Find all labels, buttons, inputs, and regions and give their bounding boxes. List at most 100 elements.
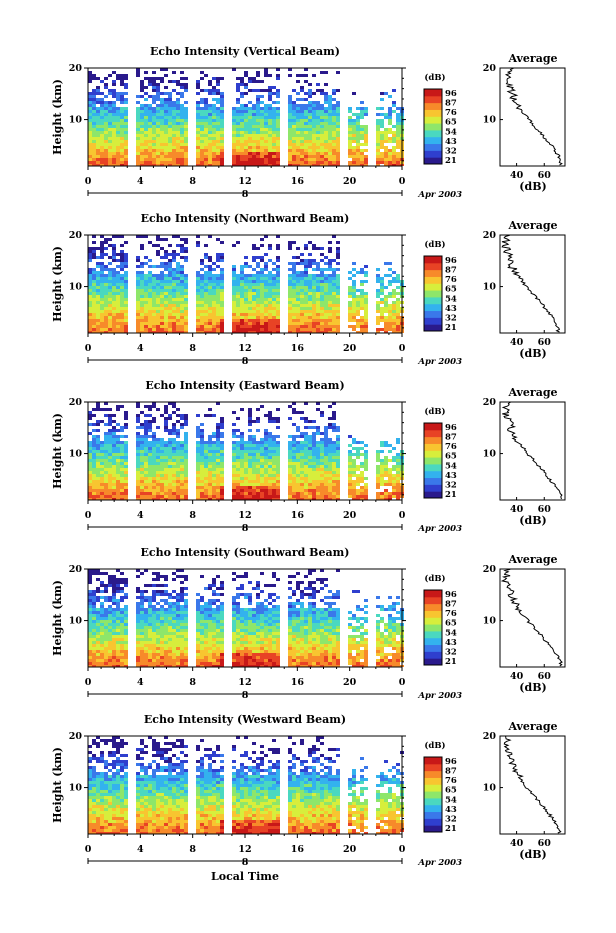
heatmap-cell <box>108 125 112 128</box>
heatmap-cell <box>104 122 108 125</box>
heatmap-cell <box>216 89 220 92</box>
heatmap-cell <box>384 483 388 486</box>
heatmap-cell <box>116 319 120 322</box>
heatmap-cell <box>276 277 280 280</box>
heatmap-cell <box>96 307 100 310</box>
heatmap-cell <box>252 155 256 158</box>
heatmap-cell <box>364 271 368 274</box>
heatmap-cell <box>312 161 316 164</box>
heatmap-cell <box>336 295 340 298</box>
heatmap-cell <box>164 459 168 462</box>
heatmap-cell <box>332 456 336 459</box>
heatmap-cell <box>244 310 248 313</box>
heatmap-cell <box>220 110 224 113</box>
heatmap-cell <box>388 161 392 164</box>
heatmap-cell <box>320 71 324 74</box>
heatmap-cell <box>120 283 124 286</box>
heatmap-cell <box>208 265 212 268</box>
heatmap-cell <box>244 453 248 456</box>
heatmap-cell <box>324 137 328 140</box>
heatmap-cell <box>120 307 124 310</box>
heatmap-cell <box>88 459 92 462</box>
heatmap-cell <box>96 146 100 149</box>
heatmap-cell <box>308 122 312 125</box>
heatmap-cell <box>292 116 296 119</box>
heatmap-cell <box>172 116 176 119</box>
heatmap-cell <box>264 155 268 158</box>
heatmap-cell <box>240 432 244 435</box>
heatmap-cell <box>328 444 332 447</box>
heatmap-cell <box>348 319 352 322</box>
heatmap-cell <box>352 459 356 462</box>
heatmap-cell <box>168 146 172 149</box>
heatmap-cell <box>396 462 400 465</box>
heatmap-cell <box>96 322 100 325</box>
heatmap-cell <box>352 289 356 292</box>
heatmap-cell <box>200 486 204 489</box>
heatmap-cell <box>352 274 356 277</box>
heatmap-cell <box>168 292 172 295</box>
heatmap-cell <box>216 280 220 283</box>
heatmap-cell <box>120 328 124 331</box>
heatmap-cell <box>116 161 120 164</box>
heatmap-cell <box>300 277 304 280</box>
heatmap-cell <box>360 152 364 155</box>
heatmap-cell <box>156 468 160 471</box>
heatmap-cell <box>232 292 236 295</box>
heatmap-cell <box>172 101 176 104</box>
heatmap-cell <box>212 283 216 286</box>
heatmap-cell <box>160 122 164 125</box>
heatmap-cell <box>376 128 380 131</box>
heatmap-cell <box>252 259 256 262</box>
heatmap-cell <box>164 411 168 414</box>
heatmap-cell <box>336 110 340 113</box>
heatmap-cell <box>88 274 92 277</box>
heatmap-cell <box>304 438 308 441</box>
heatmap-cell <box>196 119 200 122</box>
heatmap-cell <box>288 453 292 456</box>
heatmap-cell <box>148 477 152 480</box>
heatmap-cell <box>320 158 324 161</box>
heatmap-cell <box>184 438 188 441</box>
heatmap-cell <box>200 432 204 435</box>
heatmap-cell <box>260 256 264 259</box>
heatmap-cell <box>360 453 364 456</box>
heatmap-cell <box>364 486 368 489</box>
heatmap-cell <box>140 474 144 477</box>
heatmap-cell <box>120 262 124 265</box>
heatmap-cell <box>308 426 312 429</box>
heatmap-cell <box>324 71 328 74</box>
heatmap-cell <box>212 492 216 495</box>
heatmap-cell <box>268 322 272 325</box>
heatmap-cell <box>152 143 156 146</box>
heatmap-cell <box>176 307 180 310</box>
heatmap-cell <box>184 280 188 283</box>
heatmap-cell <box>236 152 240 155</box>
heatmap-cell <box>272 110 276 113</box>
heatmap-cell <box>248 295 252 298</box>
heatmap-cell <box>396 274 400 277</box>
heatmap-cell <box>112 83 116 86</box>
heatmap-cell <box>88 462 92 465</box>
heatmap-cell <box>384 131 388 134</box>
heatmap-cell <box>264 89 268 92</box>
heatmap-cell <box>304 286 308 289</box>
heatmap-cell <box>272 301 276 304</box>
heatmap-cell <box>196 80 200 83</box>
heatmap-cell <box>336 253 340 256</box>
heatmap-cell <box>324 480 328 483</box>
heatmap-cell <box>264 435 268 438</box>
heatmap-cell <box>168 149 172 152</box>
heatmap-cell <box>140 131 144 134</box>
heatmap-cell <box>160 146 164 149</box>
heatmap-cell <box>144 429 148 432</box>
heatmap-cell <box>196 286 200 289</box>
heatmap-cell <box>236 459 240 462</box>
heatmap-cell <box>240 319 244 322</box>
heatmap-cell <box>164 137 168 140</box>
heatmap-cell <box>360 292 364 295</box>
heatmap-cell <box>320 483 324 486</box>
heatmap-cell <box>292 131 296 134</box>
heatmap-cell <box>100 277 104 280</box>
heatmap-cell <box>320 107 324 110</box>
